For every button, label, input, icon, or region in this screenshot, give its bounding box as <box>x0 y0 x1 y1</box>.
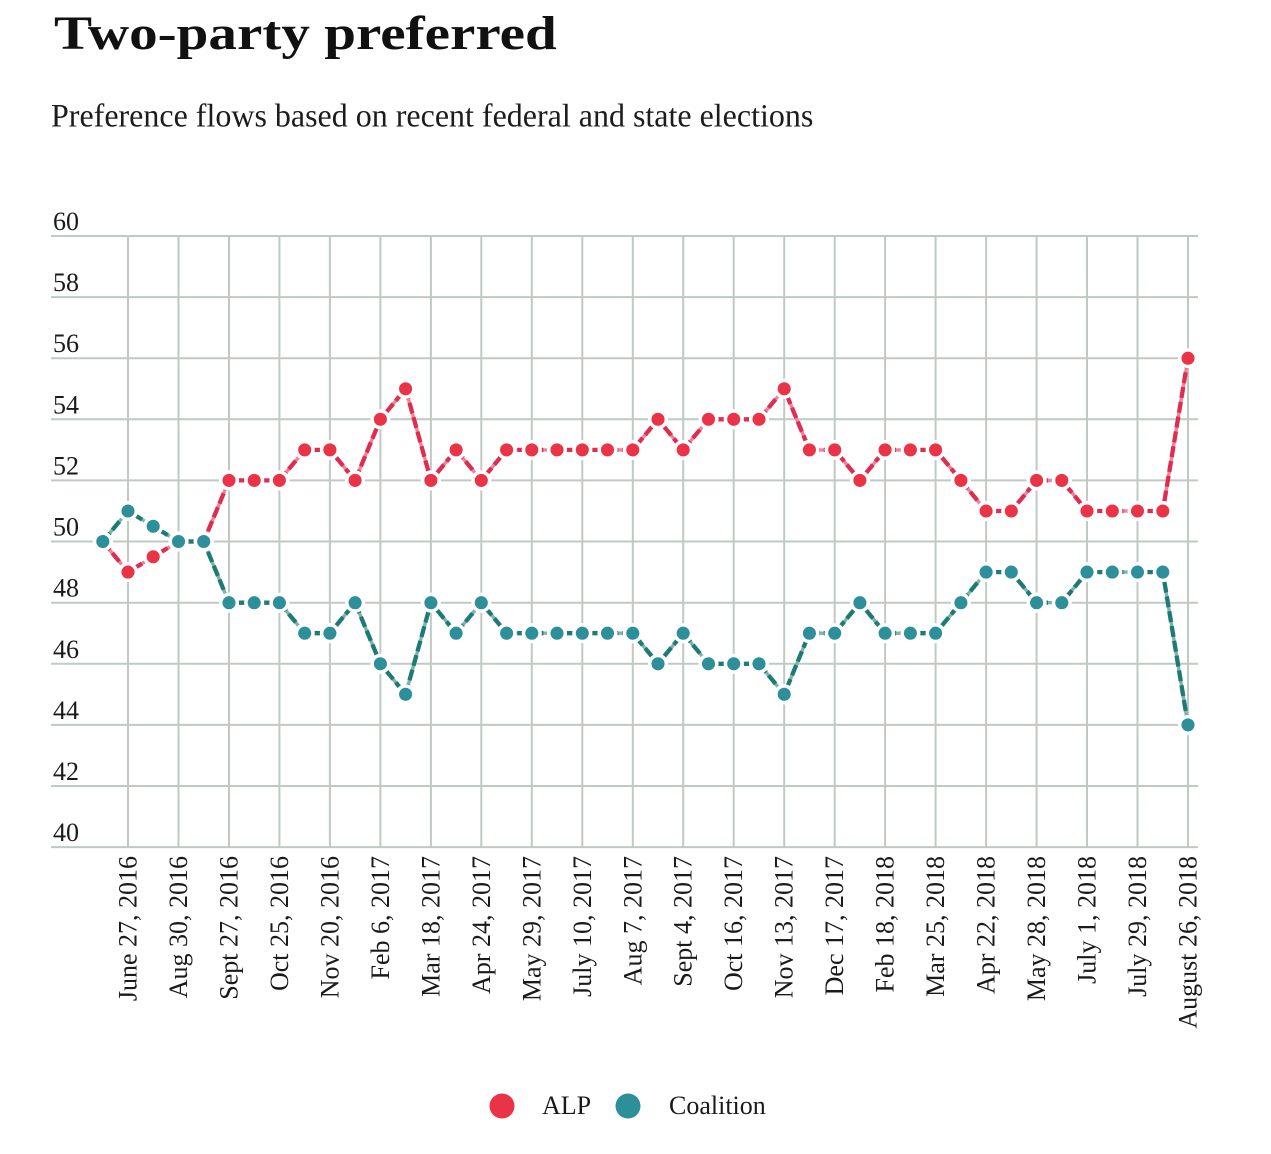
svg-text:Aug 30, 2016: Aug 30, 2016 <box>164 856 193 998</box>
svg-text:August 26, 2018: August 26, 2018 <box>1174 856 1203 1029</box>
svg-text:July 1, 2018: July 1, 2018 <box>1073 856 1102 984</box>
svg-text:48: 48 <box>53 574 79 603</box>
svg-text:Feb 6, 2017: Feb 6, 2017 <box>366 856 395 980</box>
svg-text:54: 54 <box>53 390 79 419</box>
svg-text:Oct 16, 2017: Oct 16, 2017 <box>719 856 748 991</box>
svg-text:May 28, 2018: May 28, 2018 <box>1022 856 1051 1001</box>
svg-text:52: 52 <box>53 451 79 480</box>
svg-text:May 29, 2017: May 29, 2017 <box>517 856 546 1001</box>
svg-text:Mar 18, 2017: Mar 18, 2017 <box>416 856 445 997</box>
svg-text:58: 58 <box>53 268 79 297</box>
svg-text:Feb 18, 2018: Feb 18, 2018 <box>871 856 900 993</box>
svg-text:Coalition: Coalition <box>669 1091 766 1120</box>
svg-text:56: 56 <box>53 329 79 358</box>
svg-text:40: 40 <box>53 818 79 847</box>
svg-text:July 10, 2017: July 10, 2017 <box>568 856 597 997</box>
svg-text:Sept 27, 2016: Sept 27, 2016 <box>215 856 244 1000</box>
svg-text:ALP: ALP <box>542 1091 591 1120</box>
svg-text:Nov 13, 2017: Nov 13, 2017 <box>770 856 799 998</box>
svg-text:Mar 25, 2018: Mar 25, 2018 <box>921 856 950 997</box>
svg-text:Oct 25, 2016: Oct 25, 2016 <box>265 856 294 991</box>
svg-text:Two-party preferred: Two-party preferred <box>54 7 557 60</box>
svg-text:July 29, 2018: July 29, 2018 <box>1123 856 1152 997</box>
svg-text:Dec 17, 2017: Dec 17, 2017 <box>820 856 849 995</box>
svg-text:44: 44 <box>53 696 79 725</box>
svg-text:Sept 4, 2017: Sept 4, 2017 <box>669 856 698 987</box>
svg-text:Apr 22, 2018: Apr 22, 2018 <box>972 856 1001 994</box>
svg-text:46: 46 <box>53 635 79 664</box>
svg-text:Preference flows based on rece: Preference flows based on recent federal… <box>51 98 813 135</box>
svg-text:42: 42 <box>53 757 79 786</box>
svg-text:60: 60 <box>53 207 79 236</box>
svg-text:June 27, 2016: June 27, 2016 <box>114 856 143 1001</box>
svg-text:Apr 24, 2017: Apr 24, 2017 <box>467 856 496 994</box>
svg-text:Nov 20, 2016: Nov 20, 2016 <box>315 856 344 998</box>
svg-text:Aug 7, 2017: Aug 7, 2017 <box>618 856 647 985</box>
svg-text:50: 50 <box>53 513 79 542</box>
